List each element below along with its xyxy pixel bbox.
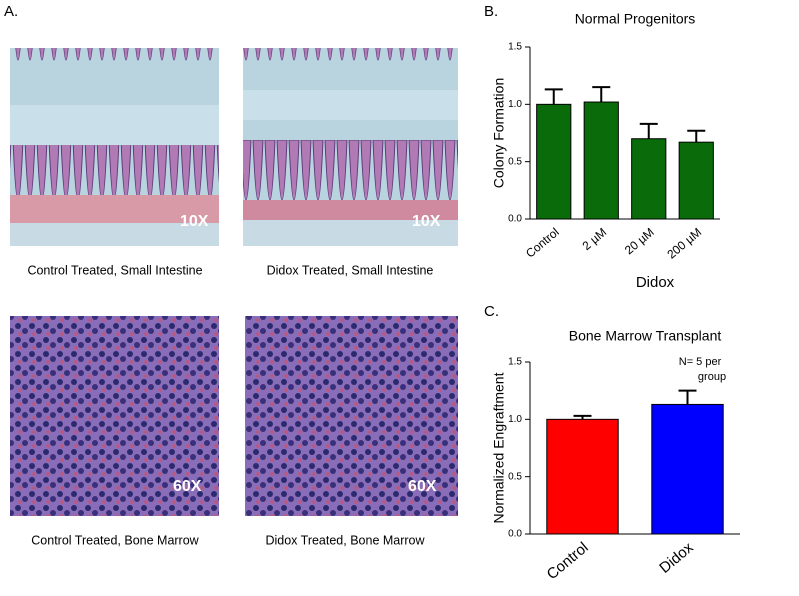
y-tick-label: 1.0 <box>508 99 522 110</box>
bar <box>678 141 714 220</box>
panel-label: B. <box>484 3 498 20</box>
bar <box>631 138 667 220</box>
y-axis-label: Normalized Engraftment <box>491 372 507 523</box>
y-tick-label: 1.5 <box>508 357 522 368</box>
y-tick-label: 0.5 <box>508 156 522 167</box>
x-axis-label: Didox <box>636 274 675 291</box>
x-tick-label: Didox <box>656 539 697 577</box>
error-bar <box>592 86 611 103</box>
caption: Didox Treated, Bone Marrow <box>265 533 425 547</box>
error-bar <box>687 129 706 143</box>
bar <box>536 103 572 220</box>
y-tick-label: 0.5 <box>508 471 522 482</box>
error-bar <box>678 389 697 405</box>
panel-label: A. <box>4 3 18 20</box>
y-tick-label: 0.0 <box>508 214 522 225</box>
x-tick-label: Control <box>544 539 592 583</box>
error-bar <box>639 122 658 139</box>
caption: Control Treated, Small Intestine <box>27 263 202 277</box>
intestine-image <box>10 48 219 246</box>
error-bar <box>573 414 592 420</box>
x-tick-label: 20 µM <box>622 225 657 257</box>
magnification: 10X <box>412 213 441 230</box>
magnification: 60X <box>408 478 437 495</box>
panel-label: C. <box>484 303 499 320</box>
caption: Didox Treated, Small Intestine <box>267 263 434 277</box>
y-tick-label: 1.5 <box>508 42 522 53</box>
x-tick-label: 2 µM <box>580 225 610 253</box>
y-axis-label: Colony Formation <box>491 78 507 189</box>
error-bar <box>544 88 563 105</box>
annotation: group <box>698 371 726 383</box>
chart-title: Bone Marrow Transplant <box>569 328 722 344</box>
y-tick-label: 0.0 <box>508 529 522 540</box>
chart-title: Normal Progenitors <box>575 11 696 27</box>
intestine-image <box>243 48 458 246</box>
bar <box>651 403 724 535</box>
marrow-image <box>245 316 458 516</box>
bar <box>583 101 619 220</box>
marrow-image <box>10 316 219 516</box>
magnification: 60X <box>173 478 202 495</box>
annotation: N= 5 per <box>679 356 722 368</box>
x-tick-label: Control <box>523 225 562 261</box>
x-tick-label: 200 µM <box>664 225 704 262</box>
y-tick-label: 1.0 <box>508 414 522 425</box>
magnification: 10X <box>180 213 209 230</box>
caption: Control Treated, Bone Marrow <box>31 533 199 547</box>
bar <box>546 418 619 535</box>
